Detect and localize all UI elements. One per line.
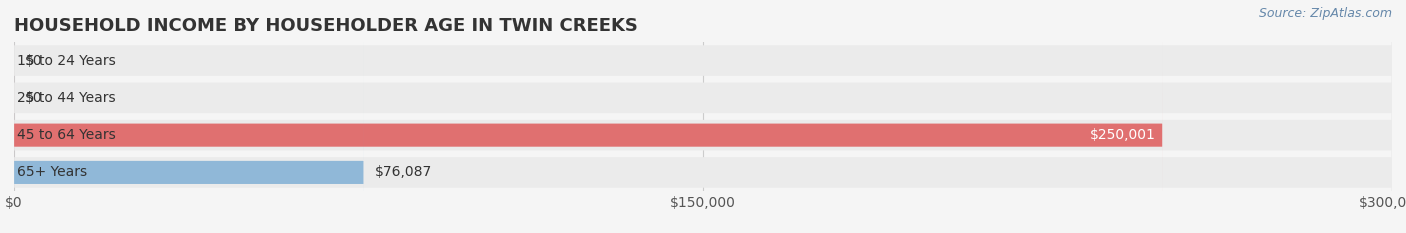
Text: HOUSEHOLD INCOME BY HOUSEHOLDER AGE IN TWIN CREEKS: HOUSEHOLD INCOME BY HOUSEHOLDER AGE IN T… <box>14 17 638 35</box>
Text: $76,087: $76,087 <box>374 165 432 179</box>
FancyBboxPatch shape <box>14 0 1392 233</box>
FancyBboxPatch shape <box>14 0 1392 233</box>
Text: $0: $0 <box>25 54 42 68</box>
Text: 25 to 44 Years: 25 to 44 Years <box>17 91 115 105</box>
Text: Source: ZipAtlas.com: Source: ZipAtlas.com <box>1258 7 1392 20</box>
FancyBboxPatch shape <box>14 0 1163 233</box>
Text: 15 to 24 Years: 15 to 24 Years <box>17 54 115 68</box>
Text: 45 to 64 Years: 45 to 64 Years <box>17 128 115 142</box>
FancyBboxPatch shape <box>14 0 1392 233</box>
Text: $250,001: $250,001 <box>1090 128 1156 142</box>
Text: $0: $0 <box>25 91 42 105</box>
FancyBboxPatch shape <box>14 0 1392 233</box>
FancyBboxPatch shape <box>14 0 364 233</box>
Text: 65+ Years: 65+ Years <box>17 165 87 179</box>
